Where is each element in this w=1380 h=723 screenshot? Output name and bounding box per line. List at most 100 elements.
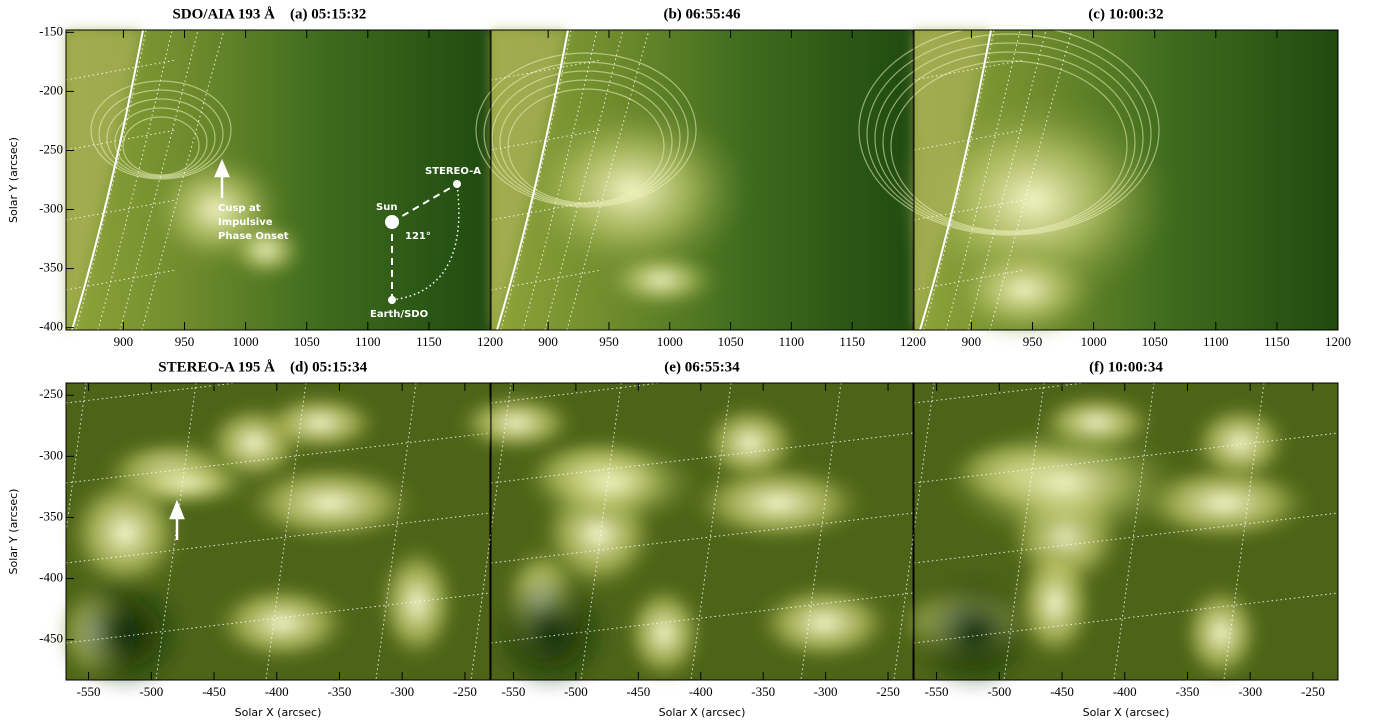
euv-image [46,353,490,693]
x-tick-label: 1000 [233,334,259,349]
x-tick-label: 1200 [1325,334,1351,349]
bright-structure [624,583,704,683]
x-tick-label: 1150 [1264,334,1290,349]
x-tick-label: 900 [114,334,134,349]
panel-title: (b) 06:55:46 [663,6,741,22]
panel-title: (c) 10:00:32 [1088,6,1163,22]
x-tick-label: -350 [1176,684,1200,699]
annotation: Phase Onset [218,231,289,242]
flare-ribbon [944,423,1184,543]
x-tick-label: 1200 [900,334,926,349]
bright-structure [456,393,576,453]
x-tick-label: -250 [1301,684,1325,699]
x-tick-label: 1050 [1142,334,1168,349]
earth-symbol [388,296,396,304]
y-tick-label: -400 [39,570,63,585]
loop-glow [944,240,1104,340]
annotation: STEREO-A [425,166,481,177]
euv-image [476,30,913,330]
x-tick-label: 1100 [355,334,381,349]
loop-glow [226,220,306,280]
bright-structure [260,393,380,453]
x-tick-label: 1200 [477,334,503,349]
x-tick-label: 900 [962,334,982,349]
x-tick-label: -250 [453,684,477,699]
x-tick-label: -300 [1238,684,1262,699]
euv-image [456,353,913,693]
x-tick-label: -450 [626,684,650,699]
y-axis-label: Solar Y (arcsec) [7,137,20,223]
x-axis-label: Solar X (arcsec) [659,706,746,719]
y-tick-label: -200 [39,82,63,97]
annotation: Earth/SDO [370,309,428,320]
figure: 900 950 1000 1050 1100 1150 1200 -150 -200 -250 -3… [0,0,1380,723]
instrument-label: STEREO-A 195 Å [158,359,275,375]
x-tick-label: -550 [502,684,526,699]
x-tick-label: -250 [876,684,900,699]
x-tick-label: -400 [689,684,713,699]
dark-region [66,573,186,693]
x-tick-label: -500 [987,684,1011,699]
dark-region [914,573,1034,693]
x-tick-label: 950 [1023,334,1043,349]
x-tick-label: -400 [265,684,289,699]
x-tick-label: -500 [564,684,588,699]
panel-title: (f) 10:00:34 [1089,359,1163,375]
annotation: Impulsive [218,217,273,228]
x-tick-label: -500 [139,684,163,699]
x-tick-label: 1150 [416,334,442,349]
y-tick-label: -350 [39,260,63,275]
panel-title: (a) 05:15:32 [290,6,366,22]
x-tick-label: -300 [390,684,414,699]
x-tick-label: 1000 [657,334,683,349]
y-axis-label: Solar Y (arcsec) [7,489,20,575]
x-tick-label: -300 [814,684,838,699]
panel-title: (d) 05:15:34 [290,359,368,375]
y-tick-label: -450 [39,631,63,646]
x-tick-label: 1050 [718,334,744,349]
annotation: Sun [376,202,397,213]
flare-ribbon [116,458,256,508]
x-tick-label: -400 [1113,684,1137,699]
x-tick-label: -550 [77,684,101,699]
flare-ribbon [521,438,701,528]
bright-structure [1190,403,1290,483]
x-tick-label: 900 [538,334,558,349]
loop-glow [511,100,751,280]
page: {"chart_data": [ {"type": "image", "inst… [0,0,1380,723]
x-axis-label: Solar X (arcsec) [235,706,322,719]
dark-region [491,573,611,693]
x-tick-label: 1100 [1203,334,1229,349]
y-tick-label: -300 [39,447,63,462]
y-tick-label: -250 [39,386,63,401]
x-tick-label: 950 [175,334,195,349]
annotation: Cusp at [218,203,261,214]
x-tick-label: -550 [925,684,949,699]
bright-structure [700,403,800,483]
euv-image [859,25,1338,340]
panel-title: (e) 06:55:34 [664,359,740,375]
y-tick-label: -400 [39,319,63,334]
x-tick-label: -350 [751,684,775,699]
x-tick-label: 1150 [839,334,865,349]
loop-glow [601,250,721,310]
bright-structure [1181,583,1261,683]
x-tick-label: -350 [328,684,352,699]
bright-structure [212,583,352,663]
instrument-label: SDO/AIA 193 Å [172,6,275,22]
x-tick-label: 950 [599,334,619,349]
x-tick-label: -450 [1050,684,1074,699]
stereo-symbol [453,180,461,188]
y-tick-label: -150 [39,23,63,38]
y-tick-label: -300 [39,201,63,216]
y-tick-label: -250 [39,141,63,156]
euv-image [66,30,490,330]
euv-image [894,353,1338,693]
annotation: 121° [405,231,431,242]
sun-symbol [385,215,399,229]
x-tick-label: 1100 [779,334,805,349]
bright-structure [377,543,457,663]
y-tick-label: -350 [39,508,63,523]
x-tick-label: -450 [202,684,226,699]
x-axis-label: Solar X (arcsec) [1083,706,1170,719]
